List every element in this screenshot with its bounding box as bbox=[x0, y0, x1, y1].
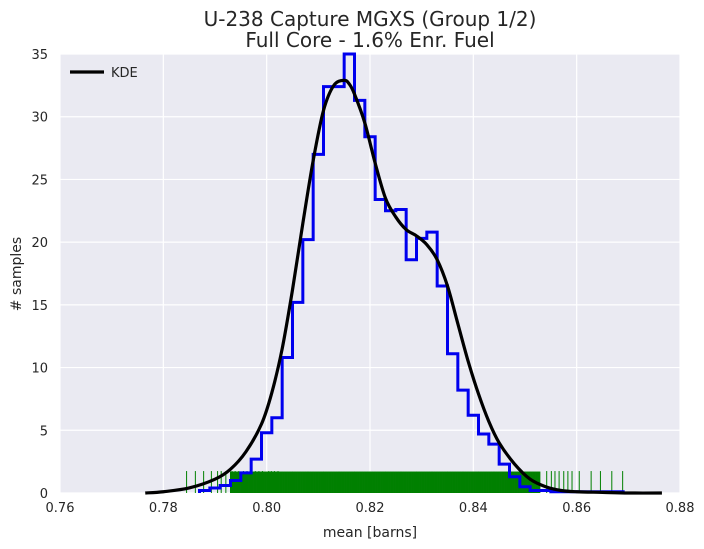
kde-curve bbox=[145, 78, 662, 495]
rug-plot bbox=[186, 471, 624, 493]
y-tick-label: 25 bbox=[31, 173, 48, 188]
histogram-step-line bbox=[198, 52, 625, 494]
y-tick-label: 10 bbox=[31, 362, 48, 377]
x-tick-label: 0.88 bbox=[666, 501, 695, 516]
x-tick-label: 0.76 bbox=[46, 501, 75, 516]
y-axis-label: # samples bbox=[9, 237, 25, 311]
x-axis-label: mean [barns] bbox=[323, 525, 417, 541]
y-tick-label: 20 bbox=[31, 236, 48, 251]
x-tick-label: 0.82 bbox=[356, 501, 385, 516]
y-axis-ticks: 0 5 10 15 20 25 30 35 bbox=[31, 48, 48, 502]
y-tick-label: 5 bbox=[40, 424, 48, 439]
x-tick-label: 0.78 bbox=[149, 501, 178, 516]
legend: KDE bbox=[70, 66, 138, 81]
x-tick-label: 0.80 bbox=[252, 501, 281, 516]
chart-title-line2: Full Core - 1.6% Enr. Fuel bbox=[245, 28, 494, 52]
y-tick-label: 15 bbox=[31, 299, 48, 314]
y-tick-label: 35 bbox=[31, 48, 48, 63]
chart-title-line1: U-238 Capture MGXS (Group 1/2) bbox=[204, 7, 537, 31]
x-tick-label: 0.84 bbox=[459, 501, 488, 516]
legend-kde-label: KDE bbox=[111, 66, 138, 81]
y-tick-label: 30 bbox=[31, 111, 48, 126]
x-tick-label: 0.86 bbox=[562, 501, 591, 516]
x-axis-ticks: 0.76 0.78 0.80 0.82 0.84 0.86 0.88 bbox=[46, 501, 695, 516]
y-tick-label: 0 bbox=[40, 487, 48, 502]
